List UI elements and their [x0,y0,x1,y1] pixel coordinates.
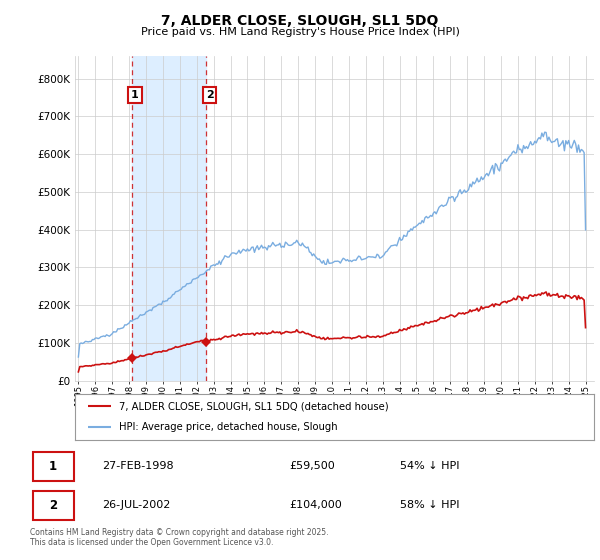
Text: Contains HM Land Registry data © Crown copyright and database right 2025.
This d: Contains HM Land Registry data © Crown c… [30,528,329,547]
Text: £59,500: £59,500 [289,461,335,471]
Text: 58% ↓ HPI: 58% ↓ HPI [400,501,460,511]
Bar [33,491,74,520]
Text: HPI: Average price, detached house, Slough: HPI: Average price, detached house, Slou… [119,422,338,432]
Text: 26-JUL-2002: 26-JUL-2002 [102,501,170,511]
Text: Price paid vs. HM Land Registry's House Price Index (HPI): Price paid vs. HM Land Registry's House … [140,27,460,37]
Bar [131,56,206,381]
Text: 2: 2 [206,90,214,100]
Bar [33,452,74,480]
Text: 54% ↓ HPI: 54% ↓ HPI [400,461,460,471]
Text: 7, ALDER CLOSE, SLOUGH, SL1 5DQ: 7, ALDER CLOSE, SLOUGH, SL1 5DQ [161,14,439,28]
Text: 27-FEB-1998: 27-FEB-1998 [102,461,173,471]
Text: £104,000: £104,000 [289,501,342,511]
Text: 2: 2 [49,499,57,512]
Text: 1: 1 [131,90,139,100]
Text: 7, ALDER CLOSE, SLOUGH, SL1 5DQ (detached house): 7, ALDER CLOSE, SLOUGH, SL1 5DQ (detache… [119,401,389,411]
Text: 1: 1 [49,460,57,473]
